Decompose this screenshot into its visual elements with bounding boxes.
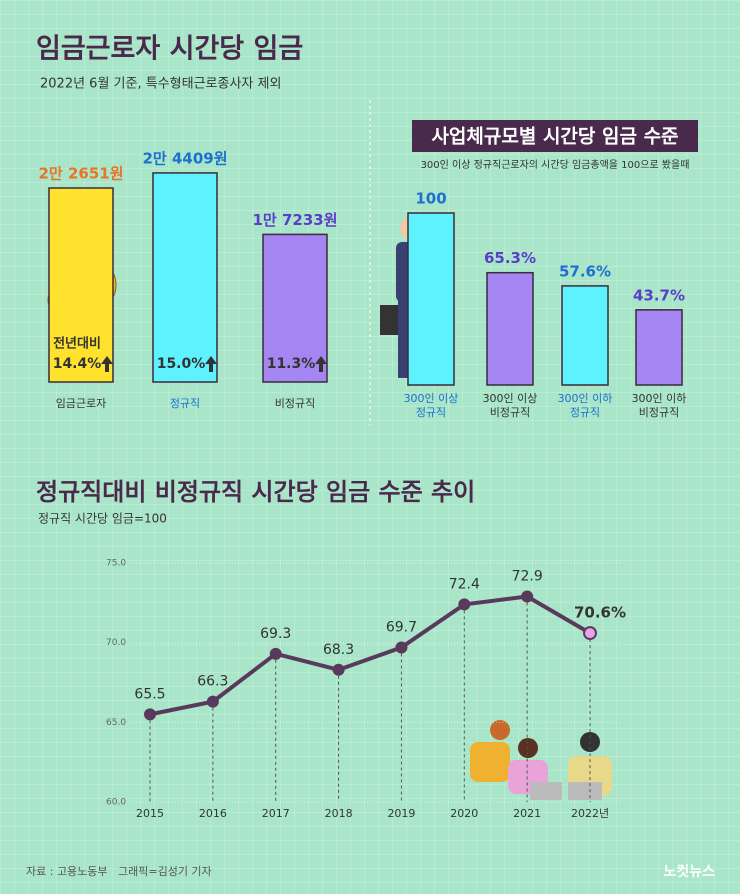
x-tick-label: 2017 bbox=[262, 807, 290, 820]
y-tick-label: 70.0 bbox=[106, 638, 126, 648]
title-box bbox=[412, 120, 698, 152]
logo: 노컷뉴스 bbox=[663, 863, 715, 880]
point bbox=[144, 708, 156, 721]
value-label: 65.5 bbox=[134, 686, 165, 702]
category-label: 비정규직 bbox=[274, 397, 316, 410]
growth-label: 14.4% bbox=[53, 356, 102, 372]
value-label: 68.3 bbox=[323, 642, 354, 658]
category-label: 300인 이하 비정규직 bbox=[631, 392, 687, 419]
bar bbox=[561, 285, 609, 386]
growth-label: 15.0% bbox=[157, 356, 206, 372]
line bbox=[149, 594, 592, 717]
point bbox=[583, 626, 598, 641]
category-label: 임금근로자 bbox=[55, 397, 107, 410]
value-label: 2만 2651원 bbox=[38, 165, 123, 183]
value-label: 69.7 bbox=[386, 619, 417, 635]
value-label: 66.3 bbox=[197, 674, 228, 690]
chart-title: 사업체규모별 시간당 임금 수준 bbox=[431, 126, 678, 148]
annotation: 전년대비 bbox=[53, 336, 101, 352]
x-tick-label: 2020 bbox=[450, 807, 478, 820]
up-arrow bbox=[205, 356, 217, 372]
point bbox=[206, 695, 219, 708]
category-label: 정규직 bbox=[169, 397, 201, 410]
chart-title: 임금근로자 시간당 임금 bbox=[36, 34, 303, 65]
x-tick-label: 2015 bbox=[136, 807, 164, 820]
chart-subtitle: 2022년 6월 기준, 특수형태근로종사자 제외 bbox=[40, 77, 281, 92]
bar bbox=[262, 233, 328, 383]
x-tick-label: 2018 bbox=[325, 807, 353, 820]
value-label: 1만 7233원 bbox=[252, 211, 337, 229]
up-arrow bbox=[101, 356, 113, 372]
value-label: 72.4 bbox=[449, 576, 480, 592]
point bbox=[458, 598, 471, 611]
y-tick-label: 60.0 bbox=[106, 798, 126, 808]
value-label: 43.7% bbox=[633, 286, 685, 304]
value-label: 70.6% bbox=[574, 604, 626, 622]
bar bbox=[152, 172, 218, 383]
category-label: 300인 이상 정규직 bbox=[403, 392, 459, 419]
value-label: 69.3 bbox=[260, 626, 291, 642]
x-tick-label: 2016 bbox=[199, 807, 227, 820]
category-label: 300인 이하 정규직 bbox=[557, 392, 613, 419]
value-label: 100 bbox=[415, 190, 446, 208]
bar bbox=[407, 212, 455, 386]
bar bbox=[635, 309, 683, 386]
value-label: 2만 4409원 bbox=[142, 149, 227, 167]
point bbox=[332, 663, 345, 676]
x-tick-label: 2019 bbox=[387, 807, 415, 820]
value-label: 72.9 bbox=[512, 568, 543, 584]
value-label: 57.6% bbox=[559, 262, 611, 280]
bar bbox=[486, 271, 534, 386]
x-tick-label: 2022년 bbox=[571, 807, 609, 820]
up-arrow bbox=[315, 356, 327, 372]
credit: 그래픽=김성기 기자 bbox=[118, 865, 212, 878]
y-tick-label: 65.0 bbox=[106, 718, 126, 728]
point bbox=[521, 590, 534, 603]
value-label: 65.3% bbox=[484, 249, 536, 267]
people-illustration bbox=[470, 720, 612, 800]
point bbox=[269, 647, 282, 660]
source: 자료 : 고용노동부 bbox=[26, 865, 108, 878]
chart-title: 정규직대비 비정규직 시간당 임금 수준 추이 bbox=[36, 478, 475, 506]
growth-label: 11.3% bbox=[267, 356, 316, 372]
category-label: 300인 이상 비정규직 bbox=[482, 392, 538, 419]
chart-subtitle: 정규직 시간당 임금=100 bbox=[38, 512, 167, 526]
x-tick-label: 2021 bbox=[513, 807, 541, 820]
y-tick-label: 75.0 bbox=[106, 559, 126, 569]
point bbox=[395, 641, 408, 654]
chart-subtitle: 300인 이상 정규직근로자의 시간당 임금총액을 100으로 봤을때 bbox=[421, 158, 690, 171]
bar bbox=[48, 187, 114, 383]
